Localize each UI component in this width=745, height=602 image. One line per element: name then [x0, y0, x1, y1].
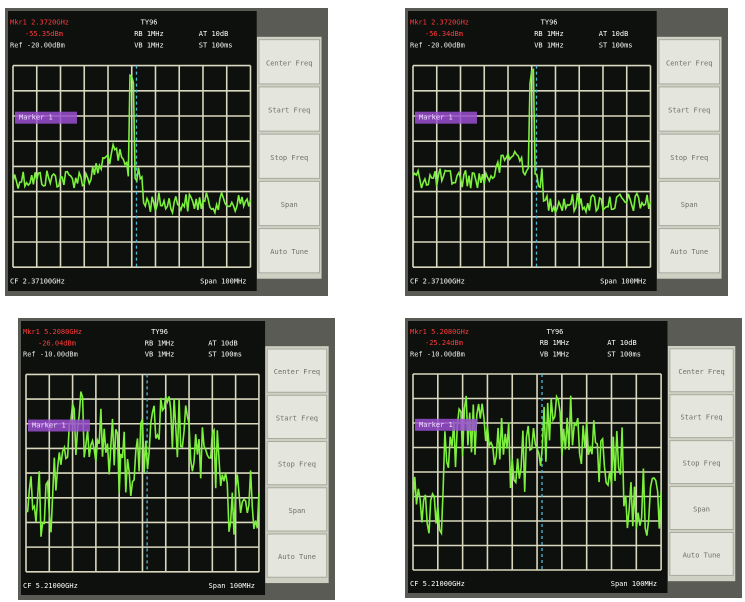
rbw: RB 1MHz	[534, 30, 564, 38]
marker-box-label: Marker 1	[32, 422, 66, 430]
softkey-label: Span	[693, 506, 710, 514]
marker-box-label: Marker 1	[419, 114, 453, 122]
center-frequency: CF 2.37100GHz	[410, 278, 465, 286]
attenuation: AT 10dB	[599, 30, 629, 38]
softkey-label: Span	[681, 201, 698, 209]
softkey-label: Span	[281, 201, 298, 209]
vbw: VB 1MHz	[540, 350, 570, 358]
softkey-label: Start Freq	[276, 414, 318, 422]
rbw: RB 1MHz	[145, 339, 175, 347]
softkey-label: Auto Tune	[270, 248, 308, 256]
model: TY96	[541, 18, 558, 26]
marker-level: -25.24dBm	[425, 339, 463, 347]
center-frequency: CF 2.37100GHz	[10, 278, 65, 286]
span: Span 100MHz	[600, 278, 646, 286]
softkey-label: Auto Tune	[670, 248, 708, 256]
center-frequency: CF 5.21000GHz	[410, 580, 465, 588]
softkey-label: Stop Freq	[270, 154, 308, 162]
attenuation: AT 10dB	[607, 339, 637, 347]
marker-box-label: Marker 1	[419, 421, 453, 429]
softkey-label: Auto Tune	[278, 553, 316, 561]
marker-frequency: Mkr1 5.2080GHz	[410, 328, 469, 336]
reference-level: Ref -20.00dBm	[410, 41, 465, 49]
attenuation: AT 10dB	[199, 30, 229, 38]
softkey-label: Center Freq	[678, 368, 724, 376]
reference-level: Ref -20.00dBm	[10, 41, 65, 49]
sweep-time: ST 100ms	[199, 41, 233, 49]
softkey-label: Auto Tune	[683, 551, 721, 559]
reference-level: Ref -10.00dBm	[23, 351, 78, 359]
softkey-label: Start Freq	[680, 414, 722, 422]
center-frequency: CF 5.21000GHz	[23, 582, 78, 590]
photo-collage: Mkr1 2.3720GHz -55.35dBm Ref -20.00dBm TY96…	[0, 0, 745, 602]
softkey-label: Stop Freq	[670, 154, 708, 162]
marker-frequency: Mkr1 5.2080GHz	[23, 328, 82, 336]
span: Span 100MHz	[209, 582, 255, 590]
sweep-time: ST 100ms	[607, 350, 641, 358]
marker-level: -56.34dBm	[425, 30, 463, 38]
analyzer-photo: Mkr1 5.2080GHz -26.04dBm Ref -10.00dBm TY96…	[18, 318, 335, 600]
analyzer-photo: Mkr1 2.3720GHz -56.34dBm Ref -20.00dBm TY96…	[405, 8, 728, 296]
model: TY96	[151, 328, 168, 336]
softkey-label: Stop Freq	[683, 460, 721, 468]
softkey-label: Center Freq	[666, 59, 712, 67]
vbw: VB 1MHz	[145, 351, 175, 359]
softkey-label: Start Freq	[668, 107, 710, 115]
span: Span 100MHz	[200, 278, 246, 286]
marker-frequency: Mkr1 2.3720GHz	[10, 18, 69, 26]
analyzer-photo: Mkr1 2.3720GHz -55.35dBm Ref -20.00dBm TY96…	[5, 8, 328, 296]
softkey-label: Center Freq	[274, 368, 320, 376]
softkey-label: Span	[289, 507, 306, 515]
model: TY96	[547, 328, 564, 336]
analyzer-photo: Mkr1 5.2080GHz -25.24dBm Ref -10.00dBm TY96…	[405, 318, 742, 598]
vbw: VB 1MHz	[534, 41, 564, 49]
attenuation: AT 10dB	[208, 339, 238, 347]
sweep-time: ST 100ms	[599, 41, 633, 49]
vbw: VB 1MHz	[134, 41, 164, 49]
reference-level: Ref -10.00dBm	[410, 350, 465, 358]
marker-box-label: Marker 1	[19, 114, 53, 122]
span: Span 100MHz	[611, 580, 657, 588]
softkey-label: Center Freq	[266, 59, 312, 67]
sweep-time: ST 100ms	[208, 351, 242, 359]
model: TY96	[141, 18, 158, 26]
marker-frequency: Mkr1 2.3720GHz	[410, 18, 469, 26]
rbw: RB 1MHz	[540, 339, 570, 347]
marker-level: -26.04dBm	[38, 339, 76, 347]
softkey-label: Stop Freq	[278, 461, 316, 469]
marker-level: -55.35dBm	[25, 30, 63, 38]
rbw: RB 1MHz	[134, 30, 164, 38]
softkey-label: Start Freq	[268, 107, 310, 115]
